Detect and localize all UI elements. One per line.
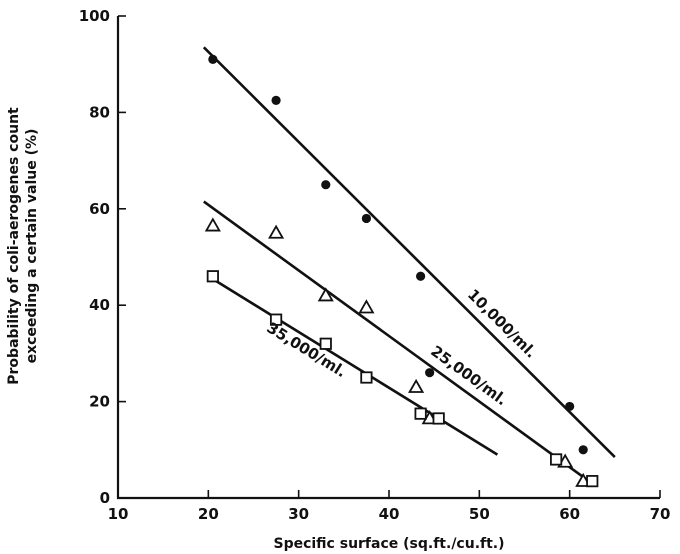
- data-point: [269, 313, 283, 326]
- y-axis-label-line2: exceeding a certain value (%): [24, 129, 40, 364]
- series-label: 25,000/ml.: [427, 342, 510, 409]
- data-point: [550, 453, 563, 466]
- data-point: [361, 213, 372, 224]
- x-tick-label: 60: [559, 505, 580, 523]
- data-point: [204, 217, 221, 232]
- series-labels: 10,000/ml.25,000/ml. 35,000/ml.: [264, 285, 541, 409]
- fit-line: [203, 200, 594, 485]
- data-point: [416, 271, 426, 281]
- data-point: [268, 224, 285, 239]
- data-point: [321, 180, 331, 190]
- data-point: [432, 412, 445, 425]
- data-point: [206, 270, 219, 283]
- x-axis-label: Specific surface (sq.ft./cu.ft.): [273, 536, 504, 552]
- data-point: [319, 337, 332, 350]
- data-point: [271, 95, 281, 105]
- x-tick-label: 20: [198, 505, 219, 523]
- series-label: 35,000/ml.: [264, 319, 350, 381]
- fit-lines: [202, 46, 616, 485]
- data-point: [317, 287, 334, 302]
- x-tick-label: 30: [288, 505, 309, 523]
- data-point: [414, 407, 427, 420]
- data-point: [358, 299, 375, 314]
- y-tick-label: 60: [89, 200, 110, 218]
- axes: 10 20 30 40 50 60 70 0 20 40 60 80 100: [79, 7, 671, 523]
- y-tick-label: 40: [89, 296, 110, 314]
- x-tick-label: 40: [379, 505, 400, 523]
- x-tick-label: 10: [108, 505, 129, 523]
- data-point: [565, 401, 575, 412]
- data-point: [208, 54, 218, 64]
- x-tick-label: 70: [650, 505, 671, 523]
- data-points: [204, 54, 599, 488]
- y-tick-label: 20: [89, 393, 110, 411]
- y-tick-label: 100: [79, 7, 110, 25]
- fit-line: [207, 275, 499, 456]
- data-point: [425, 368, 435, 378]
- y-axis-label-line1: Probability of coli-aerogenes count: [6, 107, 22, 385]
- y-tick-label: 0: [100, 489, 110, 507]
- fit-line: [202, 46, 616, 458]
- y-tick-label: 80: [89, 103, 110, 121]
- axis-frame: [116, 16, 660, 500]
- data-point: [360, 371, 373, 384]
- series-label: 10,000/ml.: [464, 285, 540, 361]
- x-tick-label: 50: [469, 505, 490, 523]
- data-point: [578, 445, 588, 455]
- data-point: [586, 475, 599, 488]
- data-point: [408, 378, 425, 393]
